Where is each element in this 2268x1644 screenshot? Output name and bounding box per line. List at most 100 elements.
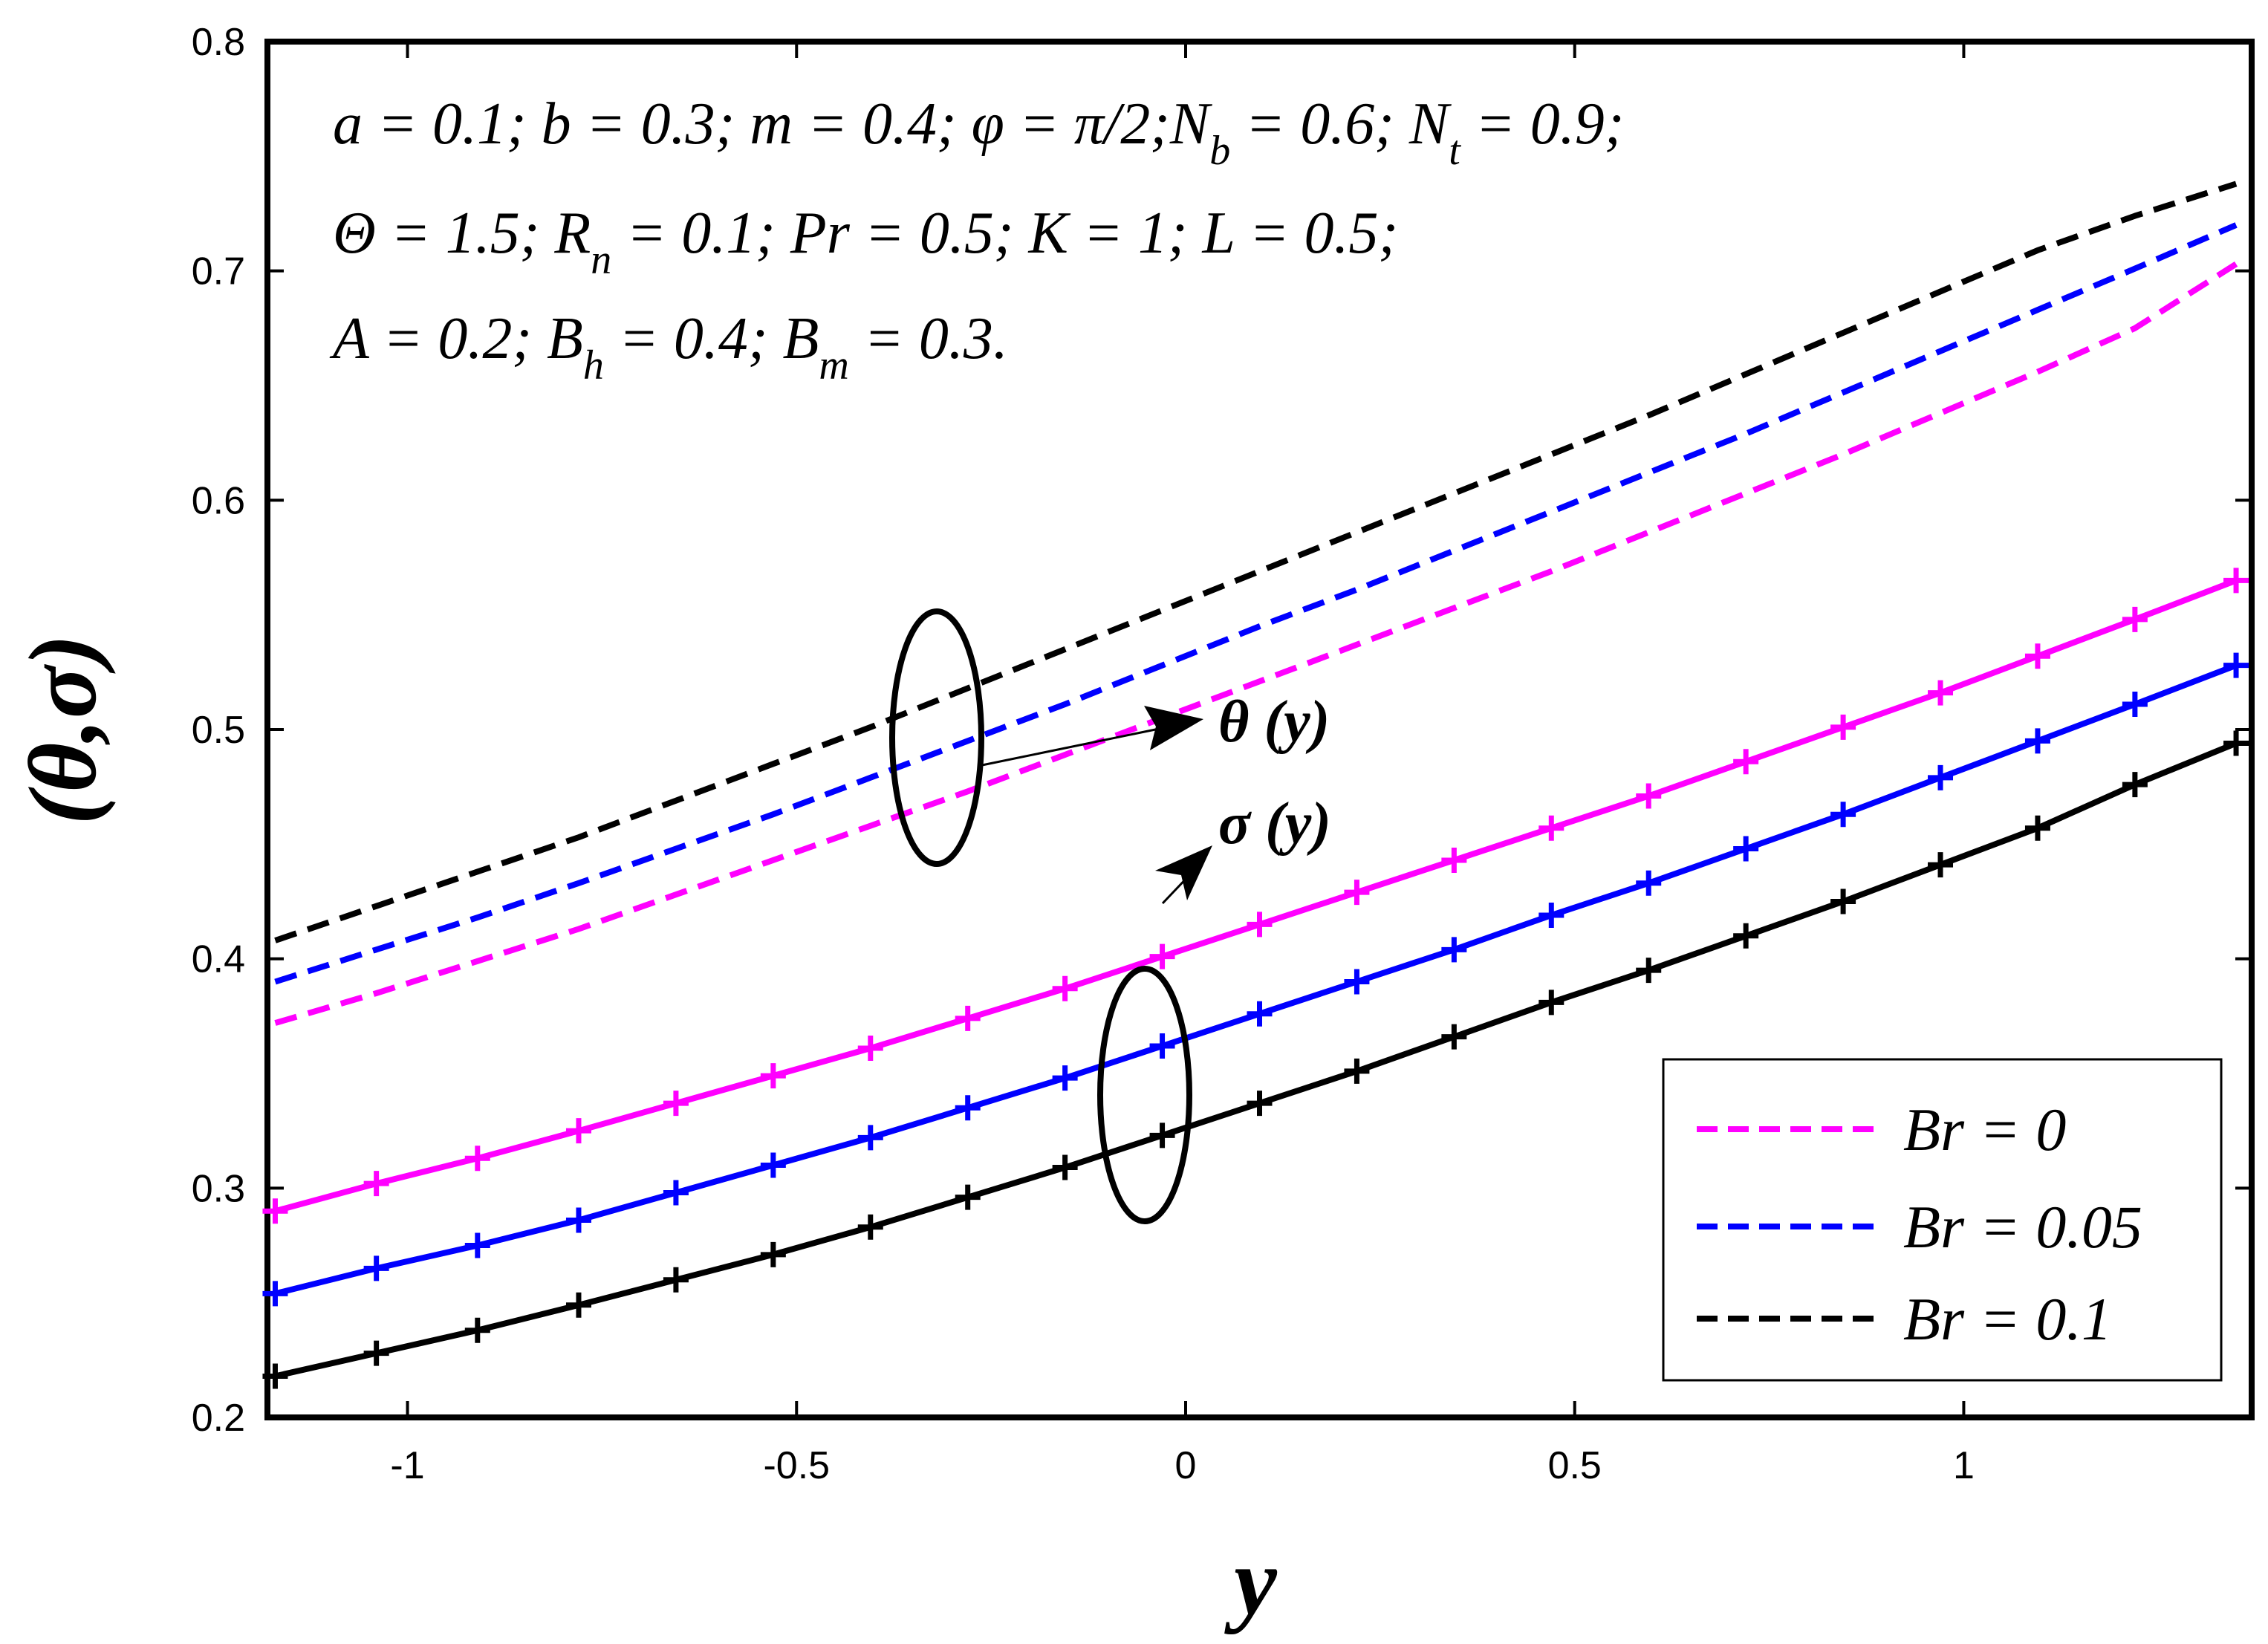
sigma-callout-label: σ (y) xyxy=(1218,791,1331,857)
data-point-marker xyxy=(857,1125,883,1151)
legend-label-br-005: Br = 0.05 xyxy=(1903,1193,2142,1261)
series-sigma-4 xyxy=(262,652,2249,1307)
axis-ticks: -1 -0.5 0 0.5 1 0.2 0.3 0.4 0.5 0.6 0.7 0.8 xyxy=(192,21,2252,1487)
data-point-marker xyxy=(1441,937,1467,963)
data-point-marker xyxy=(2223,568,2249,594)
data-point-marker xyxy=(1149,943,1175,969)
series-line-theta xyxy=(274,222,2238,985)
data-point-marker xyxy=(1928,680,1954,706)
data-point-marker xyxy=(1247,1001,1273,1027)
data-point-marker xyxy=(1149,1122,1175,1148)
data-point-marker xyxy=(857,1036,883,1062)
data-point-marker xyxy=(363,1340,389,1366)
data-point-marker xyxy=(1538,815,1564,841)
parameter-line-2: Θ = 1.5; Rn = 0.1; Pr = 0.5; K = 1; L = … xyxy=(333,201,1398,283)
data-point-marker xyxy=(363,1255,389,1281)
theta-callout-arrowhead xyxy=(1144,706,1203,750)
data-point-marker xyxy=(1247,912,1273,938)
data-point-marker xyxy=(262,1198,288,1224)
data-point-marker xyxy=(262,1363,288,1389)
y-tick-label: 0.2 xyxy=(192,1397,245,1440)
series-layer xyxy=(262,181,2249,1389)
data-point-marker xyxy=(363,1171,389,1197)
y-tick-label: 0.3 xyxy=(192,1167,245,1210)
data-point-marker xyxy=(1538,903,1564,929)
data-point-marker xyxy=(1636,870,1662,896)
data-point-marker xyxy=(1052,1065,1078,1091)
data-point-marker xyxy=(1538,990,1564,1016)
theta-callout-line xyxy=(981,727,1163,767)
data-point-marker xyxy=(663,1180,689,1206)
series-sigma-3 xyxy=(262,568,2249,1224)
x-tick-label: 1 xyxy=(1953,1444,1975,1487)
x-tick-label: -0.5 xyxy=(763,1444,830,1487)
x-tick-label: 0 xyxy=(1175,1444,1197,1487)
data-point-marker xyxy=(1344,880,1370,906)
data-point-marker xyxy=(1733,836,1759,862)
theta-group-ellipse xyxy=(889,608,984,867)
data-point-marker xyxy=(857,1214,883,1240)
data-point-marker xyxy=(1830,714,1856,740)
data-point-marker xyxy=(955,1184,981,1210)
data-point-marker xyxy=(663,1091,689,1117)
data-point-marker xyxy=(1344,969,1370,995)
legend-box xyxy=(1662,1058,2223,1382)
data-point-marker xyxy=(565,1207,591,1233)
data-point-marker xyxy=(1830,802,1856,828)
x-tick-label: 0.5 xyxy=(1548,1444,1602,1487)
data-point-marker xyxy=(1830,888,1856,914)
series-line-theta xyxy=(274,181,2238,943)
x-tick-label: -1 xyxy=(390,1444,424,1487)
data-point-marker xyxy=(1441,1024,1467,1050)
data-point-marker xyxy=(1636,958,1662,984)
y-tick-label: 0.6 xyxy=(192,479,245,522)
legend-label-br-01: Br = 0.1 xyxy=(1903,1285,2112,1353)
parameter-line-3: A = 0.2; Bh = 0.4; Bm = 0.3. xyxy=(329,306,1008,389)
data-point-marker xyxy=(1928,764,1954,790)
sigma-callout-arrowhead xyxy=(1155,845,1212,900)
series-sigma-5 xyxy=(262,730,2249,1389)
series-theta-2 xyxy=(274,181,2238,943)
data-point-marker xyxy=(565,1292,591,1318)
series-theta-1 xyxy=(274,222,2238,985)
data-point-marker xyxy=(1733,923,1759,949)
legend: Br = 0 Br = 0.05 Br = 0.1 xyxy=(1662,1058,2223,1382)
y-axis-title: (θ,σ) xyxy=(10,634,117,825)
parameter-line-1: a = 0.1; b = 0.3; m = 0.4; φ = π/2;Nb = … xyxy=(333,91,1624,174)
y-tick-label: 0.8 xyxy=(192,21,245,64)
data-point-marker xyxy=(760,1152,786,1178)
data-point-marker xyxy=(1344,1058,1370,1084)
data-point-marker xyxy=(760,1063,786,1089)
data-point-marker xyxy=(663,1267,689,1293)
parameter-annotation: a = 0.1; b = 0.3; m = 0.4; φ = π/2;Nb = … xyxy=(329,91,1624,389)
data-point-marker xyxy=(2122,606,2148,632)
y-tick-label: 0.5 xyxy=(192,709,245,752)
series-line-theta xyxy=(274,261,2238,1026)
series-theta-0 xyxy=(274,261,2238,1026)
data-point-marker xyxy=(760,1241,786,1267)
data-point-marker xyxy=(464,1232,490,1258)
data-point-marker xyxy=(1928,852,1954,878)
data-point-marker xyxy=(2024,728,2050,754)
data-point-marker xyxy=(1052,1154,1078,1180)
data-point-marker xyxy=(1441,847,1467,873)
data-point-marker xyxy=(2024,643,2050,669)
data-point-marker xyxy=(1052,975,1078,1001)
sigma-group-ellipse xyxy=(1097,966,1192,1224)
data-point-marker xyxy=(565,1118,591,1144)
sigma-callout: σ (y) xyxy=(1097,791,1331,1224)
data-point-marker xyxy=(2024,815,2050,841)
data-point-marker xyxy=(1636,783,1662,809)
y-tick-label: 0.4 xyxy=(192,938,245,981)
data-point-marker xyxy=(1247,1091,1273,1117)
data-point-marker xyxy=(464,1146,490,1172)
data-point-marker xyxy=(1149,1033,1175,1059)
data-point-marker xyxy=(955,1005,981,1031)
data-point-marker xyxy=(2223,652,2249,678)
theta-callout: θ (y) xyxy=(889,608,1330,867)
data-point-marker xyxy=(2122,692,2148,718)
theta-callout-label: θ (y) xyxy=(1218,689,1330,755)
data-point-marker xyxy=(2223,730,2249,756)
